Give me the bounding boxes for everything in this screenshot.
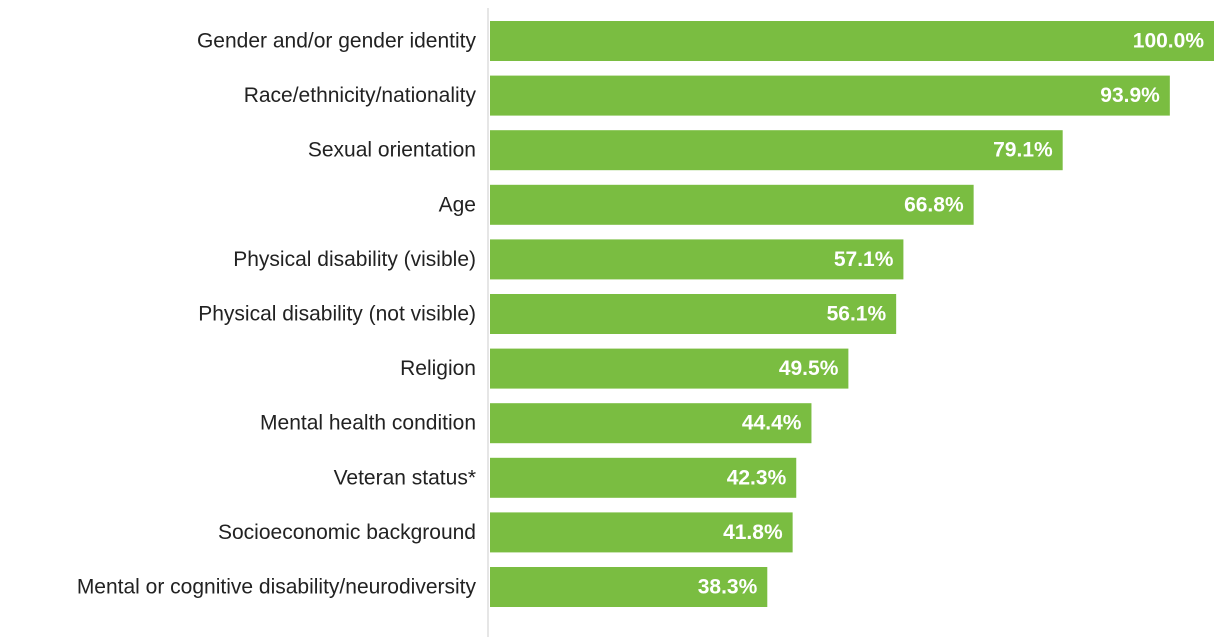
- category-label-4: Physical disability (visible): [233, 248, 476, 271]
- bar-6: [490, 348, 849, 389]
- bar-5: [490, 294, 897, 334]
- value-label-2: 79.1%: [993, 139, 1053, 162]
- value-label-0: 100.0%: [1133, 30, 1205, 53]
- value-label-4: 57.1%: [834, 248, 894, 271]
- value-label-10: 38.3%: [698, 576, 758, 599]
- category-label-3: Age: [439, 193, 476, 216]
- value-label-8: 42.3%: [727, 466, 787, 489]
- category-label-8: Veteran status*: [334, 466, 476, 489]
- value-label-5: 56.1%: [827, 303, 887, 326]
- bar-9: [490, 512, 793, 553]
- value-label-3: 66.8%: [904, 193, 964, 216]
- category-label-2: Sexual orientation: [308, 139, 476, 162]
- value-labels-group: 100.0% 93.9% 79.1% 66.8% 57.1% 56.1% 49.5% 44.4…: [698, 30, 1205, 599]
- category-label-10: Mental or cognitive disability/neurodive…: [77, 576, 477, 599]
- category-label-9: Socioeconomic background: [218, 521, 476, 544]
- bar-8: [490, 457, 797, 498]
- bar-0: [490, 21, 1214, 61]
- value-label-7: 44.4%: [742, 412, 802, 435]
- bar-10: [490, 567, 768, 607]
- bar-1: [490, 75, 1170, 116]
- category-label-1: Race/ethnicity/nationality: [244, 84, 477, 107]
- bars-group: [490, 21, 1214, 607]
- value-label-6: 49.5%: [779, 357, 839, 380]
- category-label-6: Religion: [400, 357, 476, 380]
- category-labels-group: Gender and/or gender identity Race/ethnic…: [77, 30, 477, 599]
- bar-7: [490, 403, 812, 444]
- bar-2: [490, 130, 1063, 171]
- category-label-7: Mental health condition: [260, 412, 476, 435]
- bar-4: [490, 239, 904, 280]
- category-label-0: Gender and/or gender identity: [197, 30, 477, 53]
- value-label-9: 41.8%: [723, 521, 783, 544]
- category-label-5: Physical disability (not visible): [198, 303, 476, 326]
- value-label-1: 93.9%: [1100, 84, 1160, 107]
- bar-3: [490, 184, 974, 225]
